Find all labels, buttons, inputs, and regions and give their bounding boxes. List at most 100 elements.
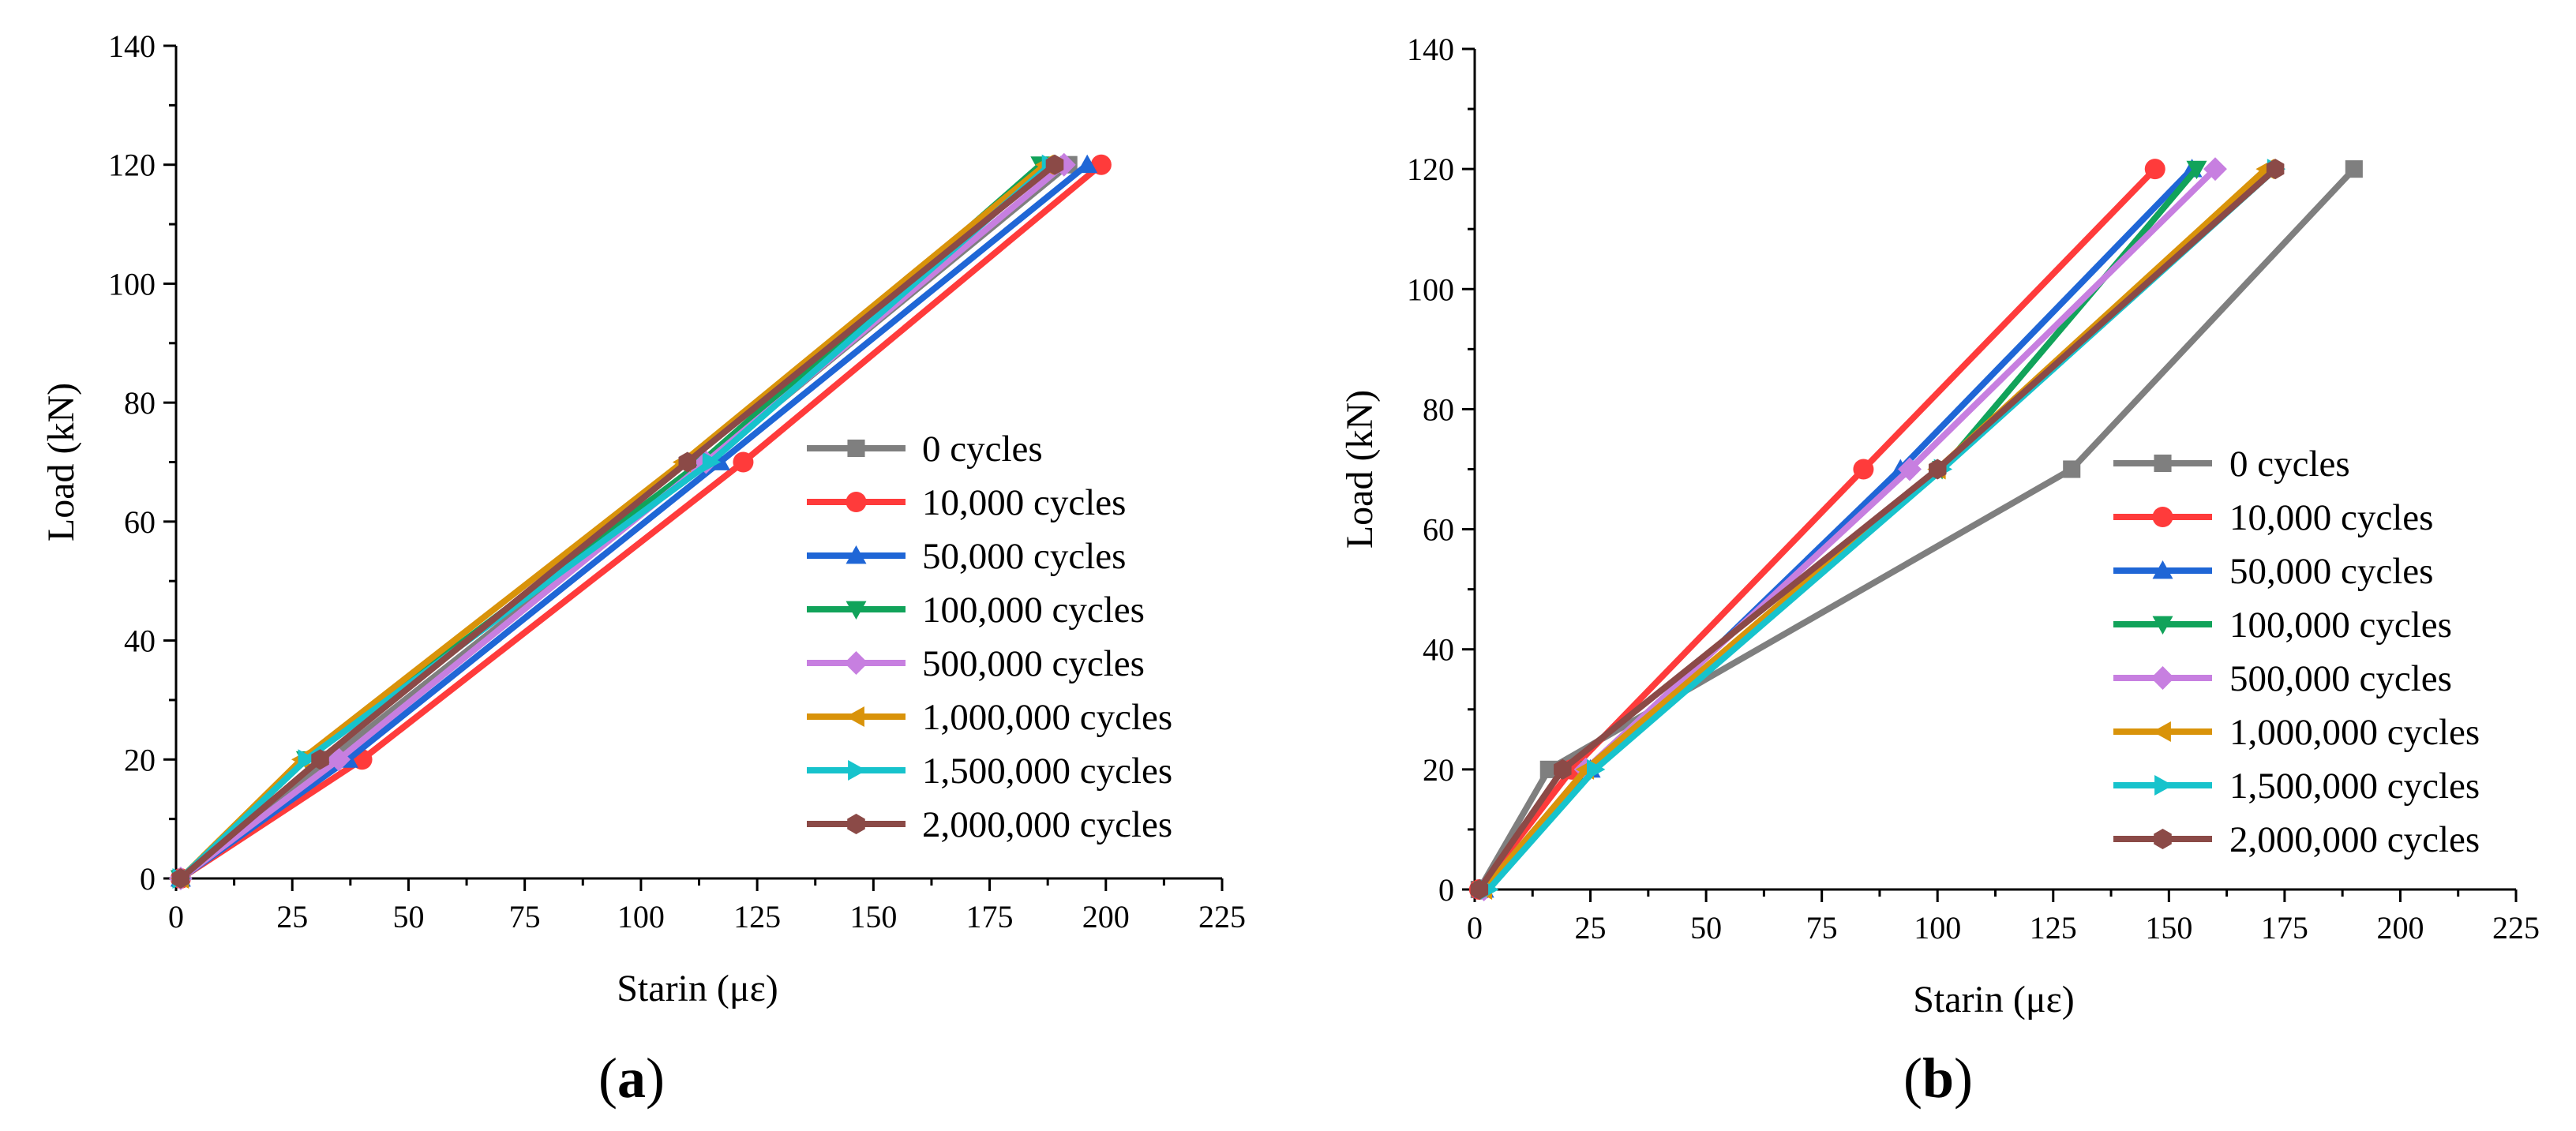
legend-swatch-marker bbox=[2154, 454, 2172, 473]
legend-label: 10,000 cycles bbox=[922, 482, 1126, 523]
legend-swatch-marker bbox=[2152, 721, 2171, 742]
x-tick-label: 175 bbox=[966, 899, 1014, 934]
series-2-000-000-cycles bbox=[1470, 159, 2285, 900]
x-tick-label: 225 bbox=[1198, 899, 1246, 934]
data-point bbox=[1090, 154, 1112, 175]
legend-item: 2,000,000 cycles bbox=[2113, 819, 2480, 860]
data-point bbox=[702, 451, 722, 473]
legend-item: 10,000 cycles bbox=[2113, 497, 2433, 538]
legend-label: 100,000 cycles bbox=[922, 590, 1145, 631]
legend-swatch-marker bbox=[2152, 560, 2173, 579]
y-tick-label: 40 bbox=[1423, 632, 1454, 668]
data-point bbox=[1898, 457, 1922, 481]
x-tick-label: 25 bbox=[276, 899, 308, 934]
legend-swatch-marker bbox=[844, 651, 868, 675]
series-500-000-cycles bbox=[1472, 157, 2227, 901]
legend: 0 cycles 10,000 cycles 50,000 cycles 100,00… bbox=[2113, 444, 2480, 860]
y-tick-label: 60 bbox=[124, 504, 156, 540]
y-tick-label: 140 bbox=[108, 28, 156, 64]
x-tick-label: 200 bbox=[2376, 910, 2424, 946]
legend-item: 10,000 cycles bbox=[807, 482, 1126, 523]
legend-swatch-marker bbox=[2154, 829, 2172, 849]
legend-label: 0 cycles bbox=[2229, 444, 2350, 485]
y-tick-label: 140 bbox=[1407, 32, 1454, 67]
legend-label: 10,000 cycles bbox=[2229, 497, 2433, 538]
x-tick-label: 175 bbox=[2261, 910, 2308, 946]
x-tick-label: 125 bbox=[2030, 910, 2077, 946]
legend-swatch-marker bbox=[846, 706, 864, 727]
x-tick-label: 50 bbox=[1690, 910, 1722, 946]
data-point bbox=[710, 451, 730, 470]
x-tick-label: 0 bbox=[168, 899, 184, 934]
y-tick-label: 0 bbox=[1438, 872, 1454, 908]
legend-item: 100,000 cycles bbox=[2113, 605, 2452, 646]
legend-label: 1,000,000 cycles bbox=[922, 697, 1172, 738]
y-tick-label: 40 bbox=[124, 624, 156, 659]
legend-swatch-marker bbox=[846, 492, 867, 512]
data-point bbox=[2345, 160, 2363, 178]
y-tick-label: 100 bbox=[1407, 272, 1454, 307]
panel-label: (a) bbox=[598, 1047, 665, 1110]
legend-swatch-marker bbox=[847, 814, 865, 834]
series-line bbox=[1475, 166, 2158, 893]
legend-item: 1,000,000 cycles bbox=[2113, 712, 2480, 753]
data-point bbox=[311, 749, 329, 770]
y-tick-label: 120 bbox=[108, 148, 156, 183]
panel-label: (b) bbox=[1903, 1047, 1973, 1110]
data-point bbox=[1554, 758, 1572, 780]
y-axis-title: Load (kN) bbox=[1339, 390, 1381, 549]
y-tick-label: 20 bbox=[124, 742, 156, 777]
legend-item: 50,000 cycles bbox=[2113, 551, 2433, 592]
legend-label: 1,000,000 cycles bbox=[2229, 712, 2480, 753]
series-line bbox=[1475, 166, 2357, 893]
x-tick-label: 100 bbox=[1914, 910, 1961, 946]
legend-label: 0 cycles bbox=[922, 429, 1043, 470]
legend-swatch-marker bbox=[848, 760, 867, 781]
chart-panel-b: 0 25 50 75 100 125 150 175 200 225 0 20 40 60 80 100 120… bbox=[1339, 32, 2540, 1110]
x-tick-label: 100 bbox=[617, 899, 665, 934]
legend-label: 1,500,000 cycles bbox=[2229, 766, 2480, 807]
legend-label: 1,500,000 cycles bbox=[922, 751, 1172, 792]
x-axis-title: Starin (με) bbox=[617, 968, 778, 1009]
legend-label: 500,000 cycles bbox=[922, 643, 1145, 684]
legend-label: 50,000 cycles bbox=[922, 536, 1126, 577]
legend-label: 50,000 cycles bbox=[2229, 551, 2433, 592]
data-point bbox=[2203, 157, 2227, 182]
x-tick-label: 225 bbox=[2492, 910, 2540, 946]
data-point bbox=[2144, 159, 2165, 180]
y-tick-label: 0 bbox=[140, 861, 156, 897]
legend-item: 1,000,000 cycles bbox=[807, 697, 1172, 738]
legend-item: 50,000 cycles bbox=[807, 536, 1126, 577]
legend-label: 500,000 cycles bbox=[2229, 658, 2452, 699]
y-tick-label: 120 bbox=[1407, 152, 1454, 187]
data-point bbox=[2266, 159, 2285, 180]
y-tick-label: 60 bbox=[1423, 512, 1454, 548]
legend-swatch-marker bbox=[2154, 775, 2173, 796]
x-tick-label: 0 bbox=[1467, 910, 1483, 946]
x-axis-title: Starin (με) bbox=[1913, 979, 2075, 1021]
data-point bbox=[171, 868, 190, 889]
legend-item: 100,000 cycles bbox=[807, 590, 1145, 631]
data-point bbox=[1045, 154, 1064, 175]
x-tick-label: 200 bbox=[1082, 899, 1130, 934]
data-point bbox=[2063, 460, 2081, 478]
y-tick-label: 100 bbox=[108, 266, 156, 301]
data-point bbox=[2186, 160, 2207, 180]
legend-item: 0 cycles bbox=[2113, 444, 2350, 485]
y-tick-label: 80 bbox=[124, 385, 156, 421]
series-line bbox=[1475, 166, 2279, 893]
series-2-000-000-cycles bbox=[171, 154, 1064, 889]
legend-item: 500,000 cycles bbox=[807, 643, 1145, 684]
x-tick-label: 150 bbox=[2145, 910, 2192, 946]
legend-label: 2,000,000 cycles bbox=[2229, 819, 2480, 860]
chart-panel-a: 0 25 50 75 100 125 150 175 200 225 0 20 40 60 80 100 120… bbox=[40, 28, 1246, 1110]
series-line bbox=[1480, 166, 2218, 893]
data-point bbox=[1539, 760, 1558, 778]
y-tick-label: 20 bbox=[1423, 752, 1454, 788]
legend-item: 0 cycles bbox=[807, 429, 1043, 470]
legend: 0 cycles 10,000 cycles 50,000 cycles 100,00… bbox=[807, 429, 1172, 845]
y-tick-label: 80 bbox=[1423, 391, 1454, 427]
series-line bbox=[177, 161, 1104, 882]
data-point bbox=[1587, 758, 1606, 780]
